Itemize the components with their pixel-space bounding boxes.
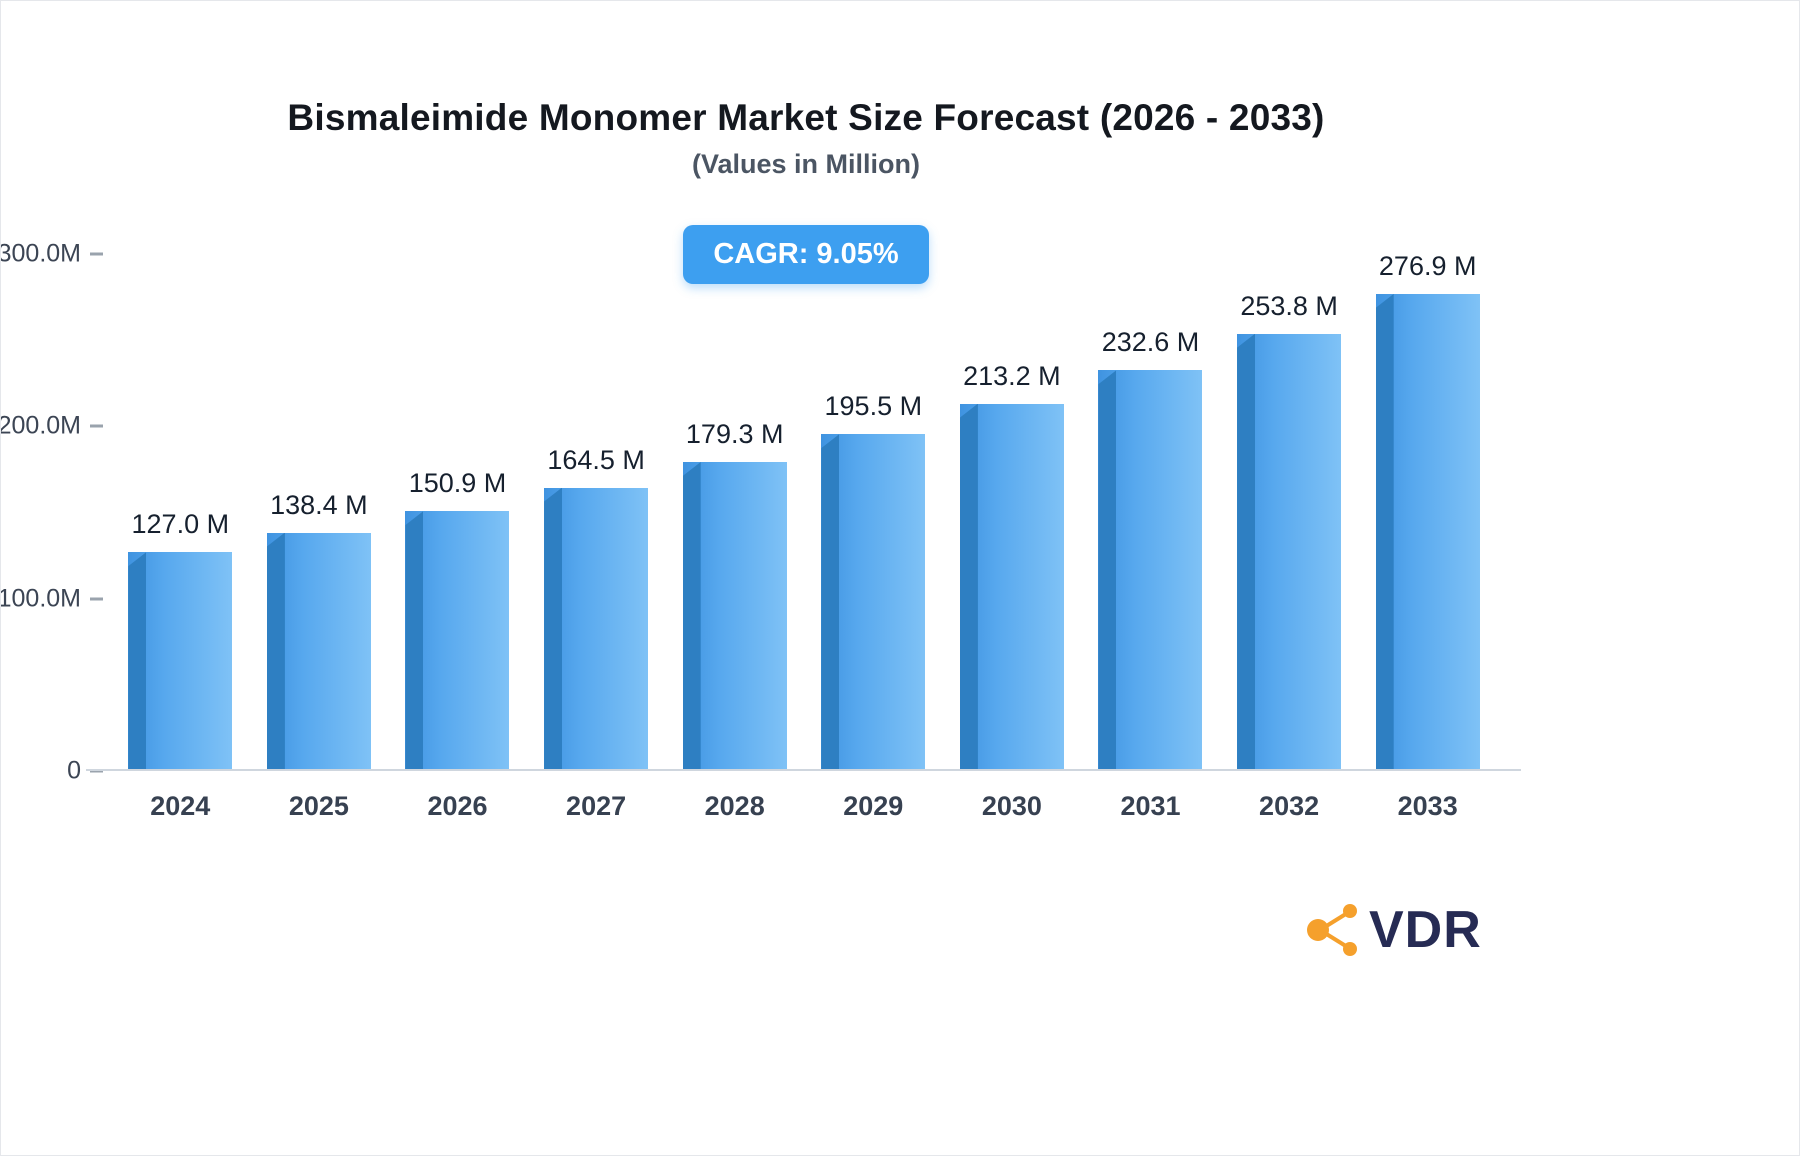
x-axis-label-2030: 2030 bbox=[981, 791, 1042, 821]
x-axis-label-2028: 2028 bbox=[704, 791, 765, 821]
bar-2033: 276.9 M bbox=[1375, 251, 1480, 771]
logo-network-icon bbox=[1307, 904, 1357, 956]
bar-slot-2027: 164.5 M 2027 bbox=[527, 254, 666, 821]
x-axis-label-2026: 2026 bbox=[427, 791, 488, 821]
bar-slot-2025: 138.4 M 2025 bbox=[250, 254, 389, 821]
cagr-badge: CAGR: 9.05% bbox=[683, 225, 929, 284]
bar-slot-2031: 232.6 M 2031 bbox=[1081, 254, 1220, 821]
bar-side-face bbox=[128, 552, 147, 771]
bar-slot-2028: 179.3 M 2028 bbox=[665, 254, 804, 821]
bar-2027: 164.5 M bbox=[544, 445, 649, 771]
plot-area: 127.0 M 2024 138.4 M 2025 150.9 M 2026 164.5 M… bbox=[1, 240, 1497, 821]
bar-slot-2032: 253.8 M 2032 bbox=[1220, 254, 1359, 821]
bar-value-label: 127.0 M bbox=[131, 509, 230, 540]
x-axis-label-2024: 2024 bbox=[150, 791, 211, 821]
bar-slot-2029: 195.5 M 2029 bbox=[804, 254, 943, 821]
y-tick-label: 0 bbox=[67, 756, 81, 785]
y-tick-300: 300.0M bbox=[0, 239, 103, 269]
bar-value-label: 150.9 M bbox=[408, 467, 507, 498]
bar-2032: 253.8 M bbox=[1237, 291, 1342, 771]
x-axis-label-2033: 2033 bbox=[1397, 791, 1458, 821]
bar-slot-2030: 213.2 M 2030 bbox=[943, 254, 1082, 821]
chart-title: Bismaleimide Monomer Market Size Forecas… bbox=[287, 97, 1325, 138]
bar-side-face bbox=[1237, 333, 1256, 771]
y-tick-200: 200.0M bbox=[0, 411, 103, 441]
bar-2026: 150.9 M bbox=[405, 468, 510, 771]
bar-side-face bbox=[405, 510, 424, 771]
chart-subtitle: (Values in Million) bbox=[691, 149, 921, 179]
bar-side-face bbox=[682, 462, 701, 771]
logo-text: VDR bbox=[1369, 901, 1482, 959]
x-axis-label-2025: 2025 bbox=[288, 791, 349, 821]
y-tick-0: 0 bbox=[1, 756, 103, 786]
x-axis-line bbox=[86, 769, 1521, 771]
bar-2029: 195.5 M bbox=[821, 391, 926, 771]
brand-logo: VDR bbox=[1303, 899, 1482, 961]
bar-2031: 232.6 M bbox=[1098, 327, 1203, 771]
y-tick-100: 100.0M bbox=[0, 584, 103, 613]
bar-value-label: 253.8 M bbox=[1240, 290, 1338, 321]
y-tick-mark bbox=[90, 252, 103, 256]
bar-value-label: 276.9 M bbox=[1378, 250, 1477, 281]
x-axis-label-2032: 2032 bbox=[1259, 791, 1320, 821]
bar-side-face bbox=[1098, 370, 1117, 771]
bar-side-face bbox=[821, 434, 840, 771]
y-tick-mark bbox=[90, 769, 103, 773]
bar-value-label: 164.5 M bbox=[547, 444, 645, 475]
x-axis-label-2031: 2031 bbox=[1120, 791, 1181, 821]
y-tick-mark bbox=[90, 597, 103, 601]
x-axis-label-2029: 2029 bbox=[843, 791, 904, 821]
bar-side-face bbox=[1375, 293, 1394, 771]
y-tick-label: 300.0M bbox=[0, 239, 81, 268]
y-tick-label: 200.0M bbox=[0, 411, 81, 440]
bar-side-face bbox=[544, 487, 563, 771]
y-tick-label: 100.0M bbox=[0, 584, 81, 613]
bar-2025: 138.4 M bbox=[266, 490, 371, 771]
y-tick-mark bbox=[90, 424, 103, 428]
bar-value-label: 179.3 M bbox=[685, 419, 784, 450]
bar-side-face bbox=[266, 532, 285, 771]
bar-slot-2026: 150.9 M 2026 bbox=[388, 254, 527, 821]
bar-slot-2033: 276.9 M 2033 bbox=[1358, 251, 1497, 821]
bar-value-label: 213.2 M bbox=[963, 360, 1061, 391]
bar-slot-2024: 127.0 M 2024 bbox=[111, 254, 250, 821]
bar-value-label: 138.4 M bbox=[270, 489, 368, 520]
bar-side-face bbox=[959, 403, 978, 771]
bar-value-label: 232.6 M bbox=[1101, 327, 1200, 358]
bar-value-label: 195.5 M bbox=[824, 391, 923, 422]
bar-2030: 213.2 M bbox=[959, 361, 1064, 771]
x-axis-label-2027: 2027 bbox=[566, 791, 627, 821]
cagr-badge-wrap: CAGR: 9.05% bbox=[1, 225, 1611, 284]
bar-2028: 179.3 M bbox=[682, 419, 787, 771]
bar-2024: 127.0 M bbox=[128, 509, 233, 771]
